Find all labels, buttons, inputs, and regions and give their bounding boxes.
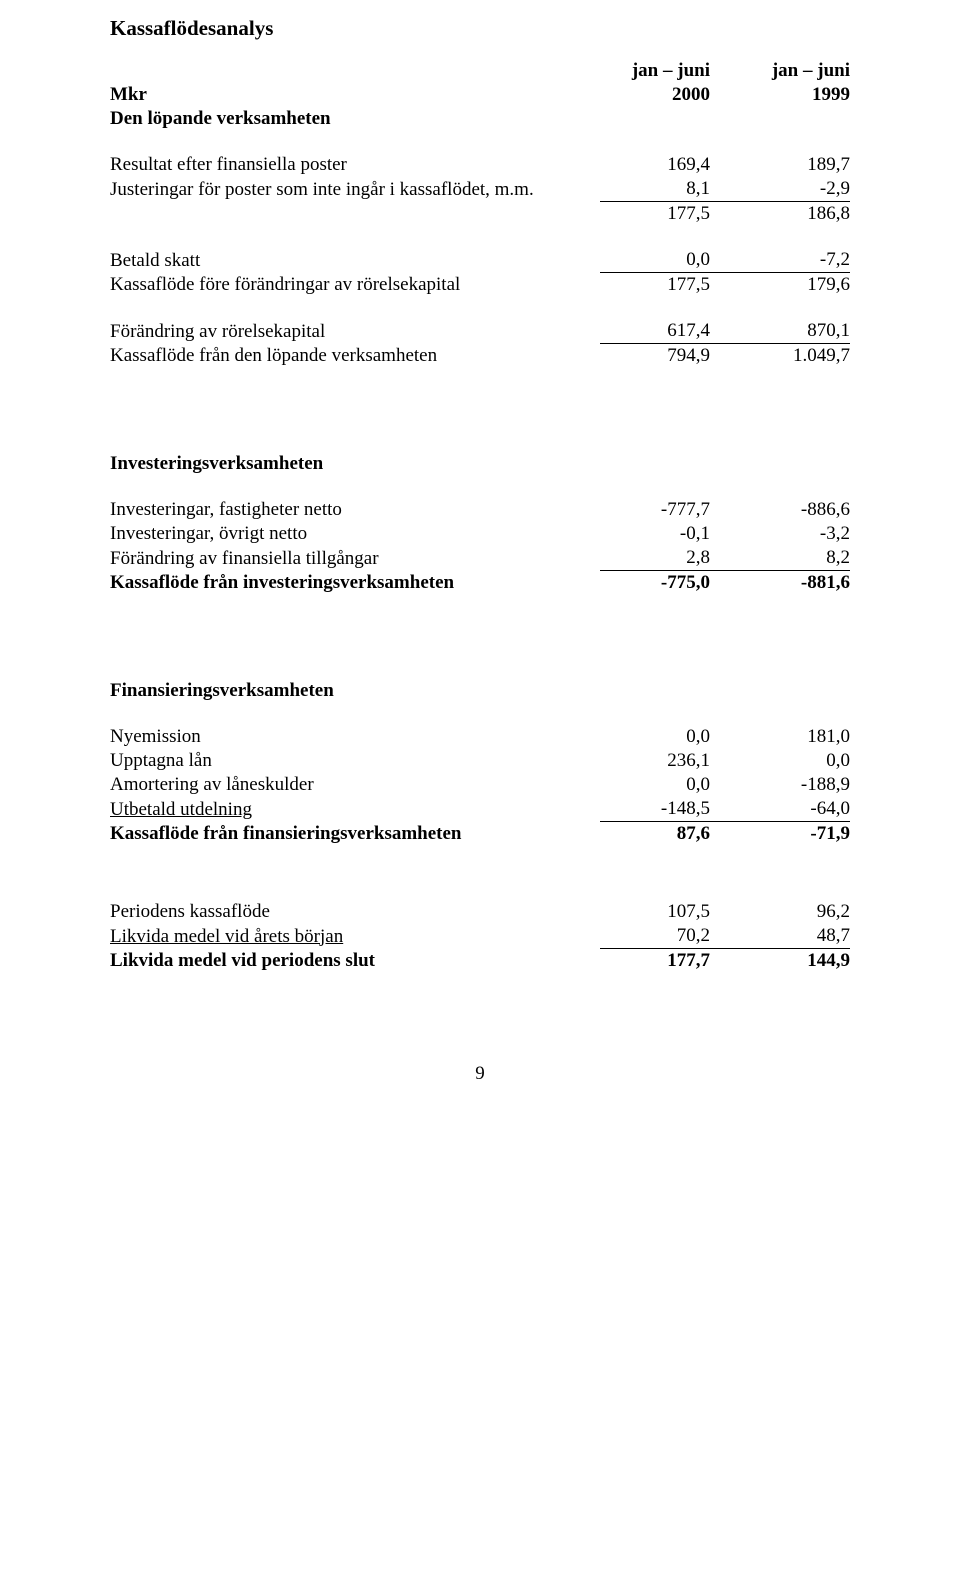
table-row: Kassaflöde före förändringar av rörelsek… [110, 273, 850, 298]
section2-heading: Investeringsverksamheten [110, 452, 600, 476]
table-row: Amortering av låneskulder 0,0 -188,9 [110, 773, 850, 797]
table-row: Utbetald utdelning -148,5 -64,0 [110, 797, 850, 822]
section3-heading: Finansieringsverksamheten [110, 679, 600, 703]
table-row: Kassaflöde från finansieringsverksamhete… [110, 822, 850, 847]
table-row: Förändring av finansiella tillgångar 2,8… [110, 546, 850, 571]
section-heading-row: Den löpande verksamheten [110, 107, 850, 131]
table-row: Upptagna lån 236,1 0,0 [110, 749, 850, 773]
table-row: Kassaflöde från investeringsverksamheten… [110, 571, 850, 596]
table-row: Likvida medel vid periodens slut 177,7 1… [110, 949, 850, 974]
page-title: Kassaflödesanalys [110, 16, 850, 41]
section1-heading: Den löpande verksamheten [110, 107, 600, 131]
table-row: Förändring av rörelsekapital 617,4 870,1 [110, 319, 850, 344]
table-row: Periodens kassaflöde 107,5 96,2 [110, 900, 850, 924]
col2-top: jan – juni [740, 59, 850, 83]
header-row-top: jan – juni jan – juni [110, 59, 850, 83]
page-number: 9 [110, 1063, 850, 1085]
table-row: Justeringar för poster som inte ingår i … [110, 177, 850, 202]
page: Kassaflödesanalys jan – juni jan – juni … [0, 0, 960, 1125]
table-row: Betald skatt 0,0 -7,2 [110, 248, 850, 273]
col2-bot: 1999 [740, 83, 850, 107]
table-row: Nyemission 0,0 181,0 [110, 725, 850, 749]
table-row: Investeringar, fastigheter netto -777,7 … [110, 498, 850, 522]
table-row: Likvida medel vid årets början 70,2 48,7 [110, 924, 850, 949]
section-heading-row: Investeringsverksamheten [110, 452, 850, 476]
table-row: Kassaflöde från den löpande verksamheten… [110, 344, 850, 369]
table-row: Investeringar, övrigt netto -0,1 -3,2 [110, 522, 850, 546]
cashflow-table: jan – juni jan – juni Mkr 2000 1999 Den … [110, 59, 850, 973]
table-row: 177,5 186,8 [110, 202, 850, 227]
section-heading-row: Finansieringsverksamheten [110, 679, 850, 703]
header-row-bot: Mkr 2000 1999 [110, 83, 850, 107]
table-row: Resultat efter finansiella poster 169,4 … [110, 153, 850, 177]
col1-bot: 2000 [600, 83, 740, 107]
col1-top: jan – juni [600, 59, 740, 83]
mkr-label: Mkr [110, 83, 600, 107]
